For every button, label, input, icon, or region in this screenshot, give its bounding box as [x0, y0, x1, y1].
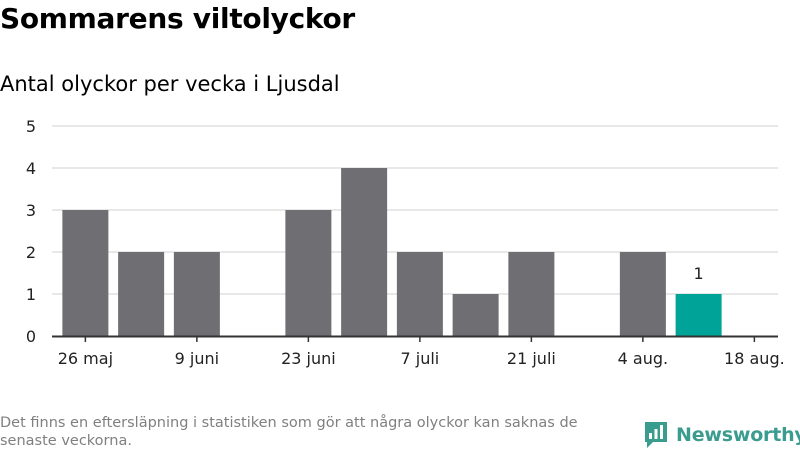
x-tick-label: 7 juli — [401, 349, 440, 368]
bar-chart: 0 1 2 3 4 5 1 26 maj 9 juni 23 juni 7 juli 21 juli 4… — [26, 117, 785, 368]
y-tick-label: 0 — [26, 327, 36, 346]
bar — [173, 252, 220, 336]
bar — [396, 252, 443, 336]
bar — [452, 294, 499, 336]
y-tick-label: 2 — [26, 243, 36, 262]
bar — [62, 210, 109, 336]
y-tick-label: 3 — [26, 201, 36, 220]
chart-title: Sommarens viltolyckor — [0, 2, 355, 35]
newsworthy-logo-icon — [645, 422, 667, 448]
x-tick-label: 21 juli — [507, 349, 556, 368]
chart-subtitle: Antal olyckor per vecka i Ljusdal — [0, 72, 340, 96]
bar — [675, 294, 722, 336]
bar — [118, 252, 165, 336]
footnote: Det finns en eftersläpning i statistiken… — [0, 415, 578, 449]
bar — [285, 210, 332, 336]
brand: Newsworthy — [644, 419, 800, 451]
y-tick-label: 4 — [26, 159, 36, 178]
y-tick-label: 5 — [26, 117, 36, 136]
bar — [508, 252, 555, 336]
x-tick-label: 4 aug. — [618, 349, 668, 368]
x-tick-label: 18 aug. — [724, 349, 785, 368]
data-label: 1 — [694, 264, 704, 283]
x-tick-label: 23 juni — [281, 349, 336, 368]
bar — [619, 252, 666, 336]
x-tick-label: 9 juni — [175, 349, 219, 368]
bar — [341, 168, 388, 336]
brand-name: Newsworthy — [676, 424, 800, 446]
y-tick-label: 1 — [26, 285, 36, 304]
x-tick-label: 26 maj — [58, 349, 113, 368]
